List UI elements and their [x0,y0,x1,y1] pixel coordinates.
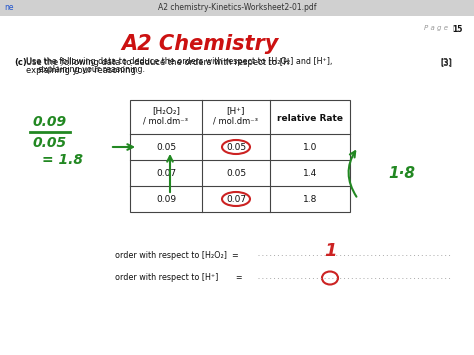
Text: [H⁺]: [H⁺] [227,106,245,115]
Text: [3]: [3] [440,57,451,66]
Text: = 1.8: = 1.8 [42,153,83,167]
Text: A2 chemistry-Kinetics-Worksheet2-01.pdf: A2 chemistry-Kinetics-Worksheet2-01.pdf [158,4,316,12]
Bar [130,100,350,212]
Bar [0,0,474,16]
Text: 1.8: 1.8 [303,195,317,203]
Text: ne: ne [4,4,13,12]
Text: 0.09: 0.09 [33,115,67,129]
Text: relative Rate: relative Rate [277,114,343,123]
Text: A2 Chemistry: A2 Chemistry [121,34,279,54]
Text: P a g e  |: P a g e | [424,25,455,32]
Text: 0.05: 0.05 [226,142,246,152]
Text: Use the following data to deduce the orders with respect to [H: Use the following data to deduce the ord… [26,58,289,67]
Text: 0.07: 0.07 [226,195,246,203]
Text: 0.09: 0.09 [156,195,176,203]
Text: [3]: [3] [440,58,452,67]
Text: / mol.dm⁻³: / mol.dm⁻³ [213,117,258,126]
Text: order with respect to [H⁺]       =: order with respect to [H⁺] = [115,273,243,283]
Text: Use the following data to deduce the orders with respect to [H₂O₂] and [H⁺],: Use the following data to deduce the ord… [26,57,332,66]
Text: 1.0: 1.0 [303,142,317,152]
Text: 1.4: 1.4 [303,169,317,178]
Text: order with respect to [H₂O₂]  =: order with respect to [H₂O₂] = [115,251,239,260]
Text: 0.05: 0.05 [156,142,176,152]
Text: 0.05: 0.05 [226,169,246,178]
Text: explaining your reasoning.: explaining your reasoning. [26,66,138,75]
Text: 0.05: 0.05 [33,136,67,150]
Text: 15: 15 [453,25,463,34]
Text: 0.07: 0.07 [156,169,176,178]
Text: / mol.dm⁻³: / mol.dm⁻³ [144,117,189,126]
Text: 1: 1 [324,242,336,260]
Text: explaining your reasoning.: explaining your reasoning. [38,65,145,74]
Text: 1·8: 1·8 [388,165,415,180]
Text: (c): (c) [14,58,27,67]
Text: [H₂O₂]: [H₂O₂] [152,106,180,115]
